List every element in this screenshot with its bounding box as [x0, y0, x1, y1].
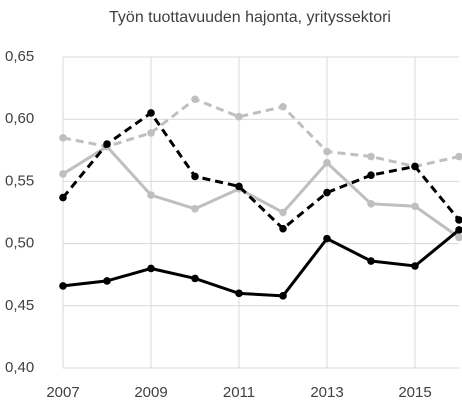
x-tick-label: 2007 — [46, 384, 79, 401]
data-point — [279, 292, 287, 300]
data-point — [455, 233, 462, 242]
data-point — [323, 147, 331, 156]
x-tick-label: 2013 — [310, 384, 343, 401]
data-point — [59, 282, 67, 290]
x-tick-label: 2011 — [223, 384, 255, 401]
series-line — [62, 97, 460, 169]
x-tick-label: 2015 — [398, 384, 431, 401]
data-point — [147, 191, 155, 199]
data-point — [147, 264, 155, 273]
data-point — [411, 202, 419, 211]
series-line — [61, 110, 461, 231]
data-point — [323, 158, 331, 167]
y-tick-label: 0,55 — [5, 172, 34, 189]
y-tick-label: 0,50 — [5, 235, 34, 252]
data-point — [147, 109, 155, 117]
data-point — [367, 152, 375, 161]
data-point — [235, 182, 243, 191]
data-point — [279, 208, 287, 217]
data-point — [191, 95, 199, 104]
data-point — [103, 277, 111, 285]
data-point — [103, 140, 111, 148]
data-point — [455, 152, 462, 161]
data-point — [411, 262, 419, 270]
data-point — [59, 170, 67, 178]
x-tick-label: 2009 — [134, 384, 167, 401]
y-tick-label: 0,45 — [5, 297, 34, 314]
data-point — [191, 204, 199, 213]
y-tick-label: 0,65 — [5, 48, 34, 65]
data-point — [235, 289, 243, 298]
data-point — [411, 162, 419, 171]
y-tick-label: 0,60 — [5, 110, 34, 127]
data-point — [147, 129, 155, 137]
data-point — [59, 193, 67, 202]
data-point — [455, 216, 462, 224]
data-point — [367, 257, 375, 265]
data-point — [279, 102, 287, 111]
data-point — [323, 188, 331, 197]
data-point — [323, 234, 331, 243]
data-point — [279, 224, 287, 233]
data-point — [235, 112, 243, 121]
series-line — [62, 144, 460, 239]
data-point — [367, 199, 375, 208]
chart-title: Työn tuottavuuden hajonta, yrityssektori — [109, 9, 391, 26]
y-tick-label: 0,40 — [5, 359, 34, 376]
data-point — [191, 172, 199, 181]
data-point — [455, 226, 462, 234]
data-point — [367, 171, 375, 179]
data-point — [191, 274, 199, 283]
series-line — [62, 228, 460, 298]
data-point — [59, 134, 67, 142]
